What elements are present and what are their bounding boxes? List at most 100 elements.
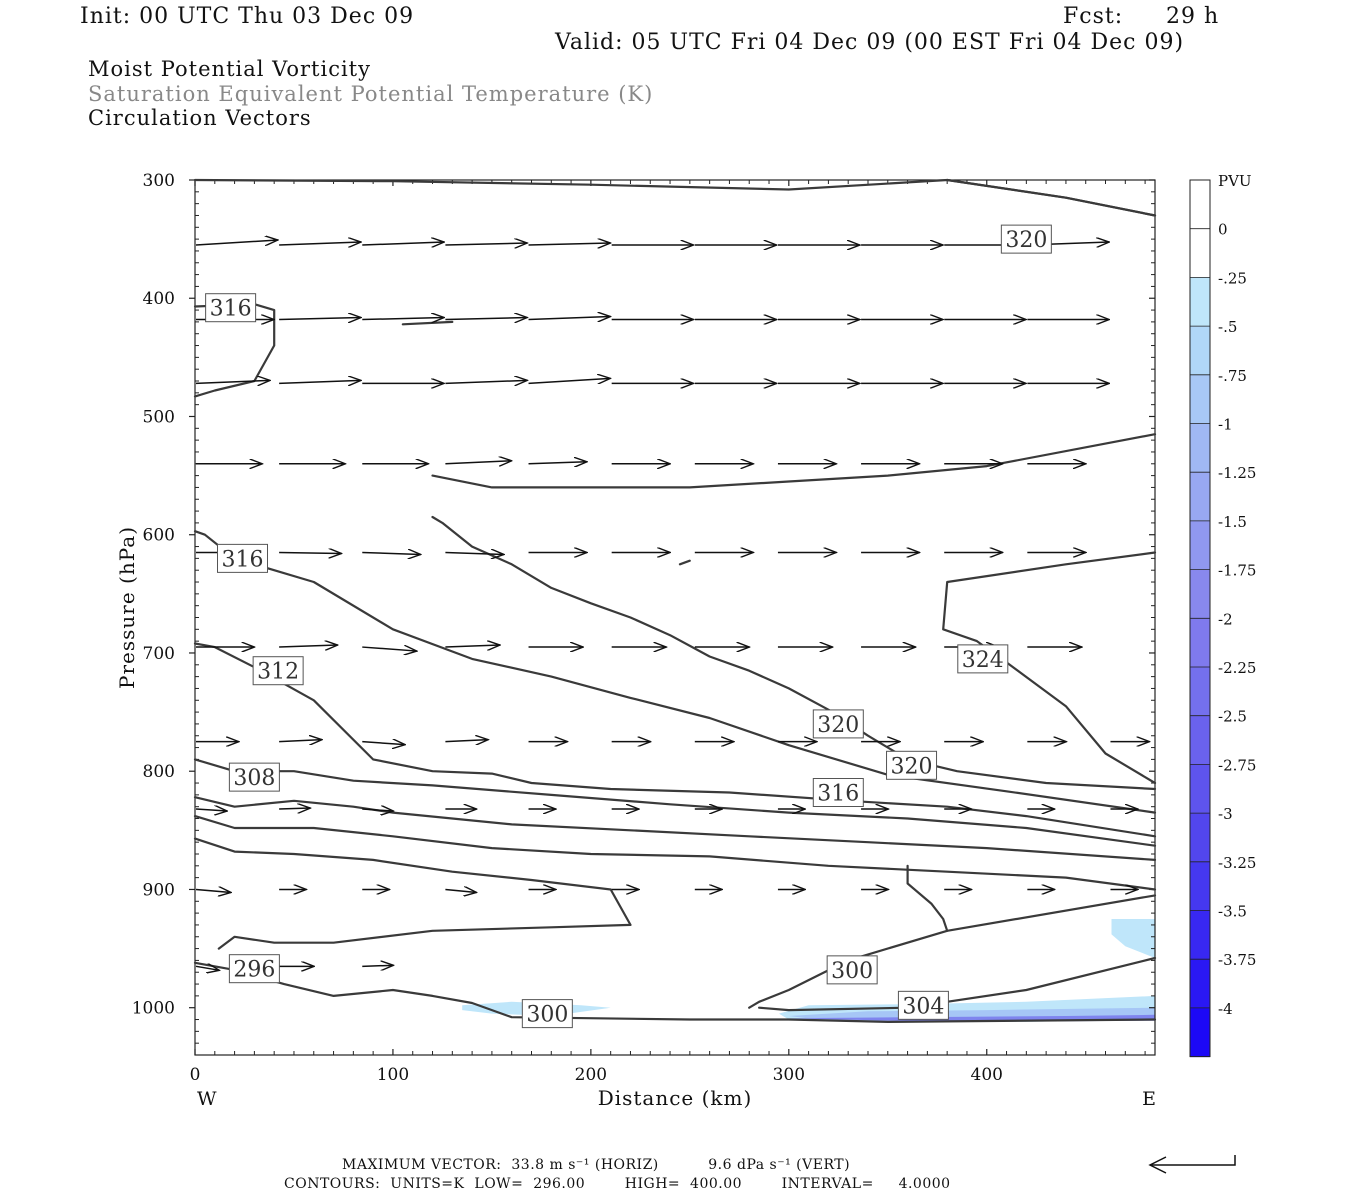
theta-contour-17 bbox=[401, 320, 454, 326]
circulation-vector bbox=[362, 647, 417, 651]
theta-contour-4 bbox=[193, 642, 1157, 838]
circulation-vector bbox=[195, 809, 227, 811]
forecast-label: Fcst: bbox=[1063, 4, 1124, 29]
colorbar-segment bbox=[1190, 569, 1210, 619]
circulation-vector bbox=[279, 645, 338, 647]
colorbar-label: -.5 bbox=[1218, 318, 1237, 336]
east-label: E bbox=[1142, 1088, 1156, 1110]
circulation-vector bbox=[362, 742, 405, 745]
legend-title-vectors: Circulation Vectors bbox=[88, 106, 312, 130]
theta-contour-11 bbox=[942, 551, 1157, 785]
colorbar-segment bbox=[1190, 861, 1210, 911]
circulation-vector bbox=[362, 552, 421, 554]
y-tick-label: 600 bbox=[143, 526, 175, 546]
colorbar-label: -2.25 bbox=[1218, 659, 1256, 677]
circulation-vector bbox=[445, 243, 527, 245]
colorbar-segment bbox=[1190, 180, 1210, 230]
colorbar-segment bbox=[1190, 813, 1210, 863]
circulation-vector bbox=[279, 242, 361, 245]
theta-contour-13 bbox=[748, 894, 1157, 1009]
colorbar-label: 0 bbox=[1218, 221, 1228, 239]
contour-label-box bbox=[886, 750, 938, 780]
colorbar-segment bbox=[1190, 715, 1210, 765]
colorbar-label: -1.25 bbox=[1218, 464, 1256, 482]
circulation-vector bbox=[445, 740, 488, 742]
colorbar-segment bbox=[1190, 764, 1210, 814]
contour-label-box bbox=[812, 709, 864, 739]
circulation-vector bbox=[445, 461, 511, 464]
colorbar-label: -3.75 bbox=[1218, 951, 1256, 969]
colorbar-segment bbox=[1190, 1007, 1210, 1058]
circulation-vector bbox=[362, 809, 393, 811]
theta-contour-8 bbox=[193, 837, 632, 950]
colorbar-segment bbox=[1190, 423, 1210, 473]
max-vector-arrow bbox=[1150, 1155, 1236, 1166]
contour-label-box bbox=[826, 955, 878, 985]
circulation-vector bbox=[195, 966, 219, 970]
contour-label-box bbox=[228, 954, 280, 984]
forecast-hour: 29 h bbox=[1166, 4, 1220, 29]
contour-label-box bbox=[217, 543, 269, 573]
circulation-vector bbox=[279, 318, 361, 320]
contour-label-box bbox=[897, 990, 949, 1020]
contour-label: 320 bbox=[891, 754, 933, 779]
colorbar-segment bbox=[1190, 520, 1210, 571]
colorbar-segment bbox=[1190, 910, 1210, 960]
mpv-shade-4 bbox=[1111, 919, 1155, 958]
colorbar-label: -.25 bbox=[1218, 269, 1247, 287]
contour-label-box bbox=[957, 644, 1009, 674]
valid-time: Valid: 05 UTC Fri 04 Dec 09 (00 EST Fri … bbox=[555, 30, 1185, 55]
circulation-vector bbox=[445, 552, 504, 554]
circulation-vector bbox=[362, 965, 393, 966]
colorbar-segment bbox=[1190, 472, 1210, 522]
contour-label-box bbox=[205, 293, 257, 323]
contour-label: 316 bbox=[222, 547, 264, 572]
y-tick-label: 1000 bbox=[132, 999, 175, 1019]
colorbar-label: -3.25 bbox=[1218, 854, 1256, 872]
colorbar-label: -3.5 bbox=[1218, 903, 1247, 921]
circulation-vector bbox=[362, 318, 444, 320]
circulation-vector bbox=[279, 808, 310, 809]
x-tick-label: 200 bbox=[575, 1065, 607, 1085]
contour-label: 320 bbox=[1005, 228, 1047, 253]
x-tick-label: 300 bbox=[773, 1065, 805, 1085]
y-tick-label: 400 bbox=[143, 289, 175, 309]
theta-contour-14 bbox=[906, 864, 949, 932]
circulation-vector bbox=[445, 318, 527, 320]
contour-label: 300 bbox=[831, 959, 873, 984]
colorbar-label: -1.75 bbox=[1218, 562, 1256, 580]
contour-label-box bbox=[1000, 224, 1052, 254]
contour-label: 308 bbox=[233, 766, 275, 791]
colorbar-label: -.75 bbox=[1218, 367, 1247, 385]
contour-label: 320 bbox=[817, 713, 859, 738]
circulation-vector bbox=[528, 317, 611, 320]
contour-label-box bbox=[812, 778, 864, 807]
init-time: Init: 00 UTC Thu 03 Dec 09 bbox=[80, 4, 415, 29]
colorbar-label: -2.5 bbox=[1218, 708, 1247, 726]
contour-label: 304 bbox=[902, 994, 944, 1019]
legend-title-mpv: Moist Potential Vorticity bbox=[88, 57, 371, 81]
contour-label: 316 bbox=[210, 297, 252, 322]
theta-contour-10 bbox=[431, 515, 1157, 791]
colorbar-segment bbox=[1190, 374, 1210, 424]
colorbar-segment bbox=[1190, 277, 1210, 327]
circulation-vector bbox=[528, 462, 588, 464]
circulation-vector bbox=[528, 378, 611, 383]
theta-contour-9 bbox=[431, 433, 1157, 489]
colorbar-segment bbox=[1190, 228, 1210, 278]
colorbar-segment bbox=[1190, 667, 1210, 717]
circulation-vector bbox=[279, 380, 361, 383]
colorbar-label: -1 bbox=[1218, 416, 1233, 434]
y-tick-label: 800 bbox=[143, 762, 175, 782]
theta-contour-0 bbox=[193, 178, 1157, 217]
contour-label-box bbox=[228, 762, 280, 792]
y-axis-label: Pressure (hPa) bbox=[115, 526, 139, 689]
circulation-vector bbox=[195, 240, 278, 245]
x-tick-label: 400 bbox=[971, 1065, 1003, 1085]
circulation-vector bbox=[279, 552, 341, 553]
circulation-vector bbox=[195, 889, 231, 892]
y-tick-label: 900 bbox=[143, 880, 175, 900]
contours-info: CONTOURS: UNITS=K LOW= 296.00 HIGH= 400.… bbox=[284, 1176, 951, 1192]
contour-label-box bbox=[252, 656, 304, 686]
